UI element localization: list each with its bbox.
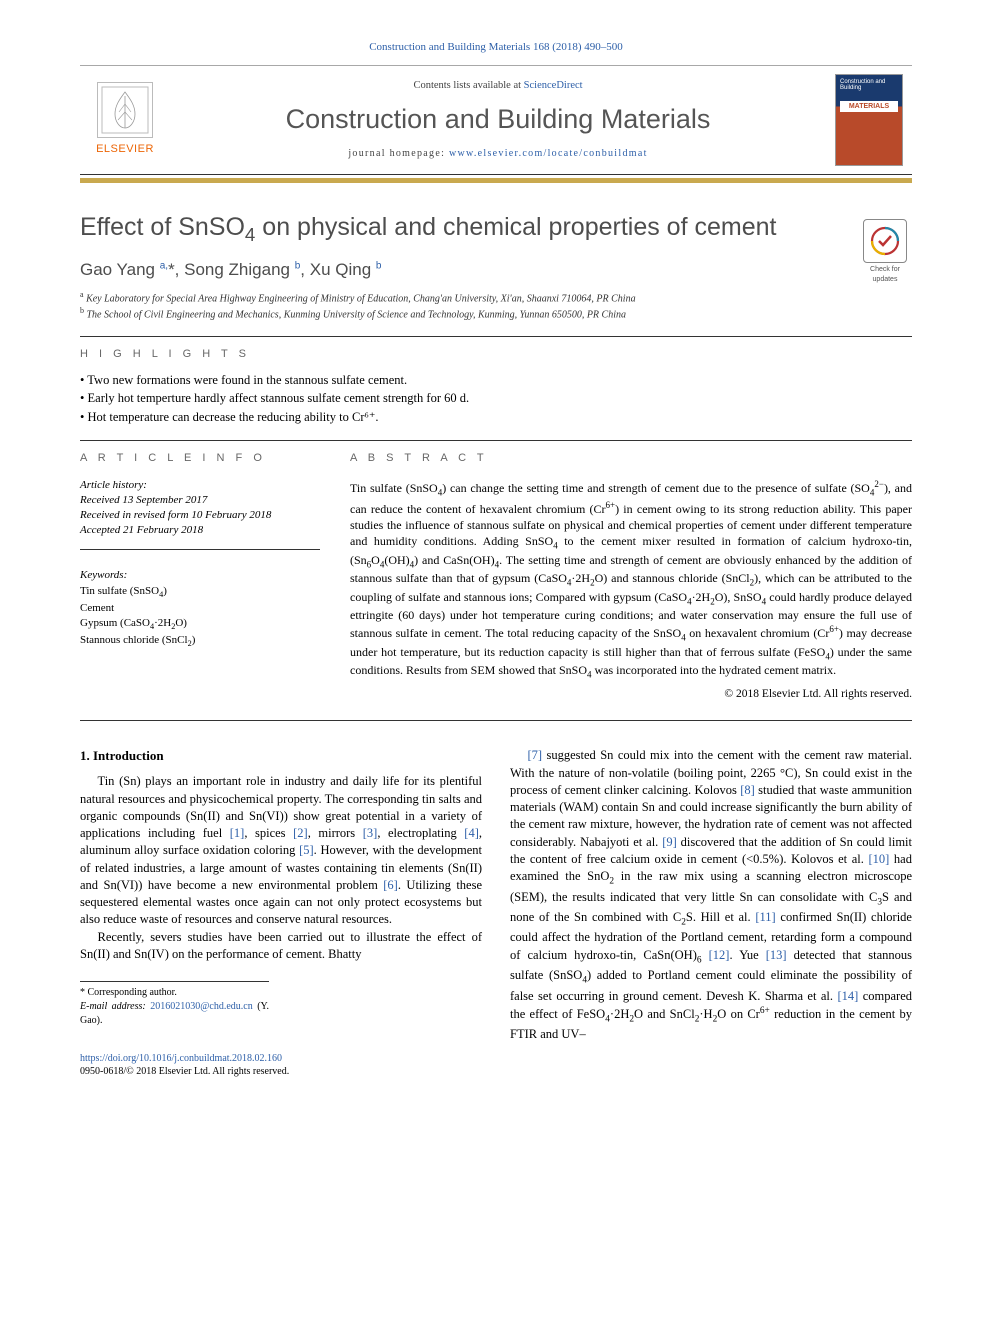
keyword: Cement	[80, 601, 320, 616]
journal-header: ELSEVIER Contents lists available at Sci…	[80, 65, 912, 175]
body-paragraph: Tin (Sn) plays an important role in indu…	[80, 773, 482, 928]
body-columns: 1. Introduction Tin (Sn) plays an import…	[80, 747, 912, 1043]
abstract-label: A B S T R A C T	[350, 451, 912, 466]
journal-title: Construction and Building Materials	[286, 101, 711, 137]
history-line: Accepted 21 February 2018	[80, 523, 320, 538]
journal-reference: Construction and Building Materials 168 …	[80, 40, 912, 55]
contents-available-line: Contents lists available at ScienceDirec…	[413, 79, 582, 93]
corresponding-author: * Corresponding author.	[80, 986, 269, 1000]
article-title: Effect of SnSO4 on physical and chemical…	[80, 211, 912, 247]
affiliation-b: b The School of Civil Engineering and Me…	[80, 306, 912, 322]
keyword: Stannous chloride (SnCl2)	[80, 633, 320, 650]
email-link[interactable]: 2016021030@chd.edu.cn	[150, 1001, 253, 1012]
article-info-label: A R T I C L E I N F O	[80, 451, 320, 466]
authors-line: Gao Yang a,*, Song Zhigang b, Xu Qing b	[80, 259, 912, 282]
affil-text: Key Laboratory for Special Area Highway …	[86, 293, 636, 304]
gold-divider	[80, 178, 912, 183]
check-updates-badge[interactable]: Check for updates	[858, 219, 912, 284]
section-title: Introduction	[93, 748, 164, 763]
check-updates-text: Check for updates	[858, 265, 912, 284]
history-line: Received 13 September 2017	[80, 493, 320, 508]
highlight-item: Early hot temperture hardly affect stann…	[80, 390, 912, 407]
affil-marker: a	[80, 290, 84, 299]
affiliation-a: a Key Laboratory for Special Area Highwa…	[80, 290, 912, 306]
doi-block: https://doi.org/10.1016/j.conbuildmat.20…	[80, 1052, 912, 1079]
keywords-head: Keywords:	[80, 568, 320, 583]
history-head: Article history:	[80, 478, 320, 493]
history-line: Received in revised form 10 February 201…	[80, 508, 320, 523]
crossmark-icon	[863, 219, 907, 263]
highlights-label: H I G H L I G H T S	[80, 347, 912, 362]
article-history: Article history: Received 13 September 2…	[80, 478, 320, 537]
cover-top-text: Construction and Building	[840, 79, 898, 92]
email-line: E-mail address: 2016021030@chd.edu.cn (Y…	[80, 1000, 269, 1028]
homepage-link[interactable]: www.elsevier.com/locate/conbuildmat	[449, 148, 648, 159]
keyword: Tin sulfate (SnSO4)	[80, 584, 320, 601]
highlight-item: Hot temperature can decrease the reducin…	[80, 409, 912, 426]
elsevier-label: ELSEVIER	[96, 142, 154, 157]
journal-ref-link[interactable]: Construction and Building Materials 168 …	[369, 41, 623, 53]
issn-copyright: 0950-0618/© 2018 Elsevier Ltd. All right…	[80, 1066, 289, 1077]
highlight-item: Two new formations were found in the sta…	[80, 372, 912, 389]
sciencedirect-link[interactable]: ScienceDirect	[524, 80, 583, 91]
section-heading: 1. Introduction	[80, 747, 482, 765]
affil-marker: b	[80, 306, 84, 315]
abstract-copyright: © 2018 Elsevier Ltd. All rights reserved…	[350, 687, 912, 703]
divider	[80, 440, 912, 441]
body-paragraph: [7] suggested Sn could mix into the ceme…	[510, 747, 912, 1043]
highlights-list: Two new formations were found in the sta…	[80, 372, 912, 427]
divider	[80, 336, 912, 337]
elsevier-tree-icon	[97, 82, 153, 138]
email-label: E-mail address:	[80, 1001, 146, 1012]
affil-text: The School of Civil Engineering and Mech…	[87, 309, 627, 320]
cover-materials-text: MATERIALS	[840, 101, 898, 112]
keywords-block: Keywords: Tin sulfate (SnSO4) Cement Gyp…	[80, 568, 320, 649]
keyword: Gypsum (CaSO4·2H2O)	[80, 616, 320, 633]
homepage-label: journal homepage:	[348, 148, 449, 159]
body-paragraph: Recently, severs studies have been carri…	[80, 929, 482, 964]
doi-link[interactable]: https://doi.org/10.1016/j.conbuildmat.20…	[80, 1053, 282, 1064]
divider	[80, 720, 912, 721]
abstract-text: Tin sulfate (SnSO4) can change the setti…	[350, 478, 912, 681]
publisher-logo-block: ELSEVIER	[80, 66, 170, 174]
journal-homepage-line: journal homepage: www.elsevier.com/locat…	[348, 147, 647, 161]
section-number: 1.	[80, 748, 90, 763]
contents-prefix: Contents lists available at	[413, 80, 523, 91]
journal-cover-thumb: Construction and Building MATERIALS	[835, 74, 903, 166]
